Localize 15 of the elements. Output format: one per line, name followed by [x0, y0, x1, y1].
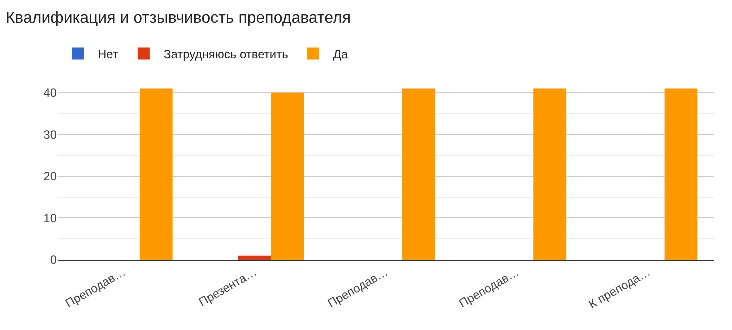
bar: [140, 88, 173, 260]
legend-label: Нет: [98, 47, 119, 62]
y-tick-label: 30: [44, 128, 58, 142]
bar: [238, 256, 272, 260]
legend-label: Затрудняюсь ответить: [164, 47, 288, 62]
bar: [402, 88, 436, 260]
bar: [271, 92, 304, 260]
bar: [664, 88, 698, 260]
y-tick-label: 10: [44, 211, 58, 226]
chart-title: Квалификация и отзывчивость преподавателя: [6, 10, 351, 27]
y-tick-label: 40: [44, 86, 58, 100]
legend-label: Да: [333, 47, 348, 62]
y-tick-label: 0: [50, 253, 58, 268]
y-tick-label: 20: [44, 170, 58, 184]
bar: [534, 88, 566, 260]
